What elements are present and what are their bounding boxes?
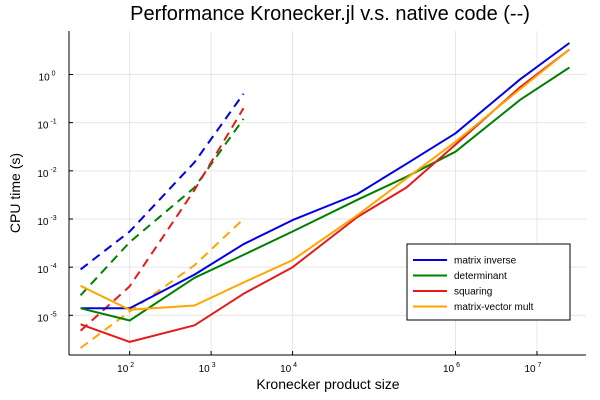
series-layer (79, 42, 571, 349)
y-axis-label: CPU time (s) (7, 153, 23, 233)
x-tick-label: 10 7 (524, 362, 541, 375)
x-tick-label: 10 2 (117, 362, 134, 375)
y-tick-label: 10 -2 (37, 167, 56, 180)
kronecker-series-line (80, 48, 571, 311)
kronecker-series-line (80, 66, 570, 322)
x-tick-labels: 10 2 10 3 10 4 10 6 10 7 (117, 362, 541, 375)
legend: matrix inverse determinant squaring matrix-… (406, 243, 571, 321)
native-code-series-line (79, 93, 245, 271)
legend-entry: matrix-vector mult (454, 302, 534, 313)
native-code-series-line (80, 218, 245, 349)
y-tick-labels: 10 -5 10 -4 10 -3 10 -2 10 -1 10 0 (37, 70, 56, 324)
kronecker-series-line (80, 42, 570, 310)
x-tick-label: 10 3 (199, 362, 216, 375)
legend-entry: determinant (454, 271, 507, 282)
native-code-series-line (79, 118, 245, 296)
axis-layer (68, 31, 586, 356)
y-tick-label: 10 -3 (37, 215, 56, 228)
chart-title: Performance Kronecker.jl v.s. native cod… (130, 3, 530, 25)
legend-entry: matrix inverse (454, 256, 517, 267)
legend-entry: squaring (454, 287, 492, 298)
y-tick-label: 10 0 (39, 70, 56, 83)
x-axis-label: Kronecker product size (256, 376, 399, 392)
y-tick-label: 10 -4 (37, 263, 56, 276)
x-tick-label: 10 6 (443, 362, 460, 375)
y-tick-label: 10 -1 (37, 119, 56, 132)
y-tick-label: 10 -5 (37, 311, 56, 324)
x-tick-label: 10 4 (280, 362, 297, 375)
